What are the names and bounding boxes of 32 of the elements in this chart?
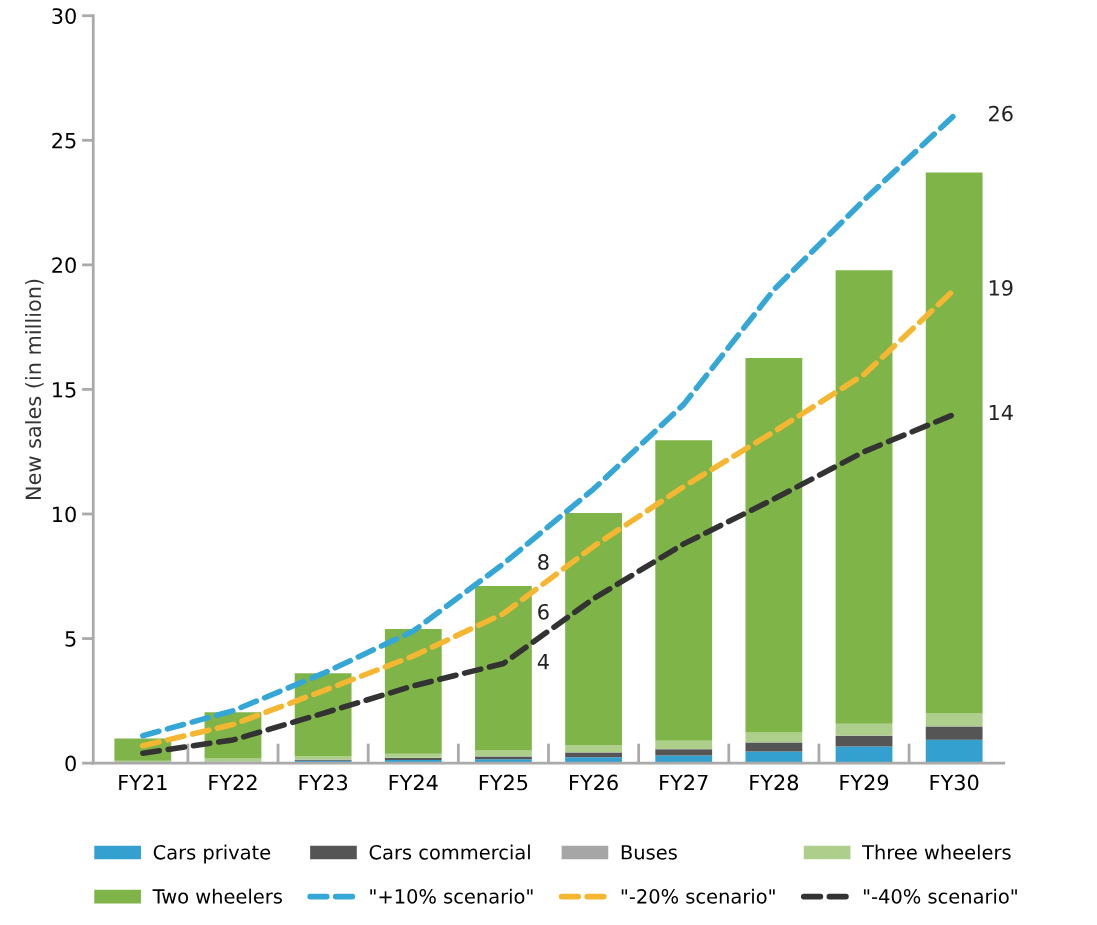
x-tick-label: FY26 <box>570 774 618 791</box>
y-axis-title: New sales (in million) <box>25 279 44 499</box>
legend-label: "+10% scenario" <box>370 888 533 904</box>
data-label: 6 <box>538 603 549 620</box>
legend-label: Two wheelers <box>152 888 282 904</box>
legend-label: Buses <box>621 845 677 860</box>
legend-label: Three wheelers <box>862 844 1011 860</box>
legend-label: Cars commercial <box>369 844 530 860</box>
x-tick-label: FY28 <box>750 774 799 791</box>
y-tick-label: 25 <box>52 132 76 149</box>
x-tick-label: FY22 <box>209 774 257 791</box>
data-label: 4 <box>537 654 549 670</box>
x-tick-label: FY23 <box>299 774 348 791</box>
x-tick-label: FY30 <box>930 774 979 791</box>
x-tick-label: FY29 <box>840 774 889 791</box>
y-tick-label: 30 <box>52 8 76 24</box>
legend-label: Cars private <box>153 844 271 864</box>
data-label: 26 <box>989 105 1013 122</box>
y-tick-label: 10 <box>53 506 76 523</box>
x-tick-label: FY25 <box>479 774 528 791</box>
x-tick-label: FY27 <box>660 774 708 791</box>
legend-label: "-20% scenario" <box>621 888 775 904</box>
legend-label: "-40% scenario" <box>863 888 1017 904</box>
y-tick-label: 5 <box>65 631 76 647</box>
x-tick-label: FY21 <box>119 774 167 791</box>
data-label: 14 <box>989 404 1013 421</box>
x-tick-label: FY24 <box>389 774 438 791</box>
y-tick-label: 15 <box>53 382 76 398</box>
y-tick-label: 0 <box>65 755 76 772</box>
y-tick-label: 20 <box>52 257 76 274</box>
data-label: 8 <box>538 554 549 570</box>
data-label: 19 <box>989 280 1013 296</box>
